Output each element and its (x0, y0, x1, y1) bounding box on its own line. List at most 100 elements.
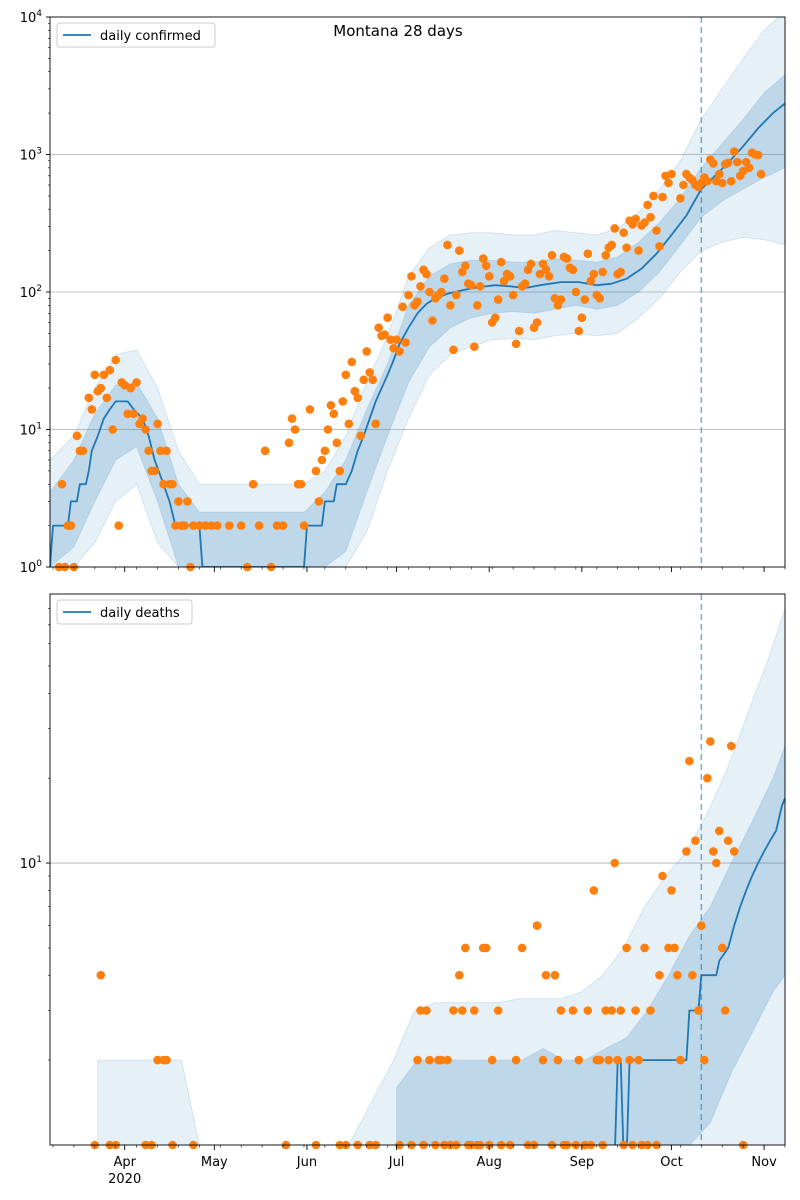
data-point (159, 479, 168, 489)
data-point (664, 943, 673, 953)
data-point (365, 368, 375, 377)
y-tick-exponent: 2 (36, 284, 42, 294)
data-point (362, 347, 372, 356)
data-point (470, 342, 479, 352)
legend-label: daily deaths (100, 606, 180, 621)
data-point (607, 240, 616, 250)
data-point (443, 240, 452, 250)
data-point (374, 323, 384, 333)
x-tick-label: Jun (296, 1155, 317, 1170)
data-point (613, 1055, 622, 1065)
data-point (514, 326, 524, 336)
data-point (467, 280, 476, 290)
data-point (317, 455, 327, 465)
data-point (625, 1055, 634, 1065)
data-point (670, 943, 679, 953)
data-point (535, 269, 545, 279)
legend-label: daily confirmed (100, 29, 201, 44)
data-point (129, 409, 138, 419)
figure-title: Montana 28 days (333, 22, 463, 40)
y-tick-base: 10 (20, 286, 37, 301)
data-point (544, 272, 554, 281)
data-point (156, 446, 165, 456)
data-point (493, 295, 503, 304)
data-point (646, 1006, 655, 1015)
data-point (583, 249, 593, 258)
y-tick-exponent: 0 (36, 559, 42, 569)
data-point (595, 294, 605, 303)
data-point (658, 192, 667, 202)
data-point (574, 326, 584, 336)
data-point (347, 357, 357, 367)
data-point (723, 836, 733, 845)
data-point (326, 401, 336, 410)
data-point (475, 282, 485, 291)
data-point (359, 375, 369, 385)
median-line (50, 102, 785, 567)
data-point (616, 1006, 625, 1015)
data-point (715, 826, 724, 836)
data-point (114, 521, 123, 530)
data-point (547, 251, 557, 260)
data-point (499, 276, 509, 286)
y-tick-base: 10 (20, 561, 37, 576)
data-point (541, 970, 551, 980)
data-point (449, 345, 458, 355)
data-point (756, 169, 766, 179)
data-point (676, 194, 685, 203)
data-point (102, 393, 112, 403)
data-point (652, 226, 661, 235)
data-point (96, 970, 106, 980)
data-point (598, 267, 607, 277)
data-point (416, 1006, 425, 1015)
legend: daily deaths (56, 599, 193, 625)
data-point (153, 419, 162, 429)
data-point (622, 243, 631, 252)
data-point (631, 1006, 640, 1015)
data-point (171, 521, 180, 530)
data-point (422, 269, 431, 279)
data-point (455, 246, 464, 255)
data-point (550, 970, 560, 980)
data-point (201, 521, 210, 530)
x-tick-label: Oct (660, 1155, 682, 1170)
data-point (344, 419, 354, 429)
data-point (729, 147, 739, 156)
data-point (726, 176, 736, 186)
y-tick-label: 103 (20, 147, 42, 164)
data-point (144, 446, 153, 456)
data-point (248, 479, 258, 489)
data-point (213, 521, 222, 530)
data-point (341, 370, 351, 380)
data-point (180, 521, 189, 530)
data-point (440, 274, 449, 284)
data-point (138, 414, 147, 423)
data-point (520, 279, 530, 289)
data-point (72, 431, 82, 441)
data-point (583, 1006, 593, 1015)
data-point (416, 282, 425, 291)
data-point (658, 871, 667, 881)
data-point (607, 1006, 616, 1015)
y-tick-label: 104 (20, 9, 43, 26)
data-point (395, 347, 404, 356)
data-point (595, 1055, 605, 1065)
data-point (496, 257, 506, 267)
data-point (622, 943, 631, 953)
data-point (481, 943, 491, 953)
data-point (586, 276, 596, 286)
data-point (99, 370, 109, 380)
x-tick-label: Nov (751, 1155, 777, 1170)
data-point (473, 301, 482, 310)
data-point (712, 858, 721, 868)
data-point (556, 1006, 566, 1015)
data-point (718, 943, 727, 953)
data-point (723, 158, 733, 168)
data-point (718, 178, 727, 188)
y-tick-label: 100 (20, 559, 43, 576)
x-tick-label: Aug (477, 1155, 502, 1170)
data-point (299, 521, 309, 530)
data-point (449, 1006, 458, 1015)
data-point (589, 886, 599, 895)
